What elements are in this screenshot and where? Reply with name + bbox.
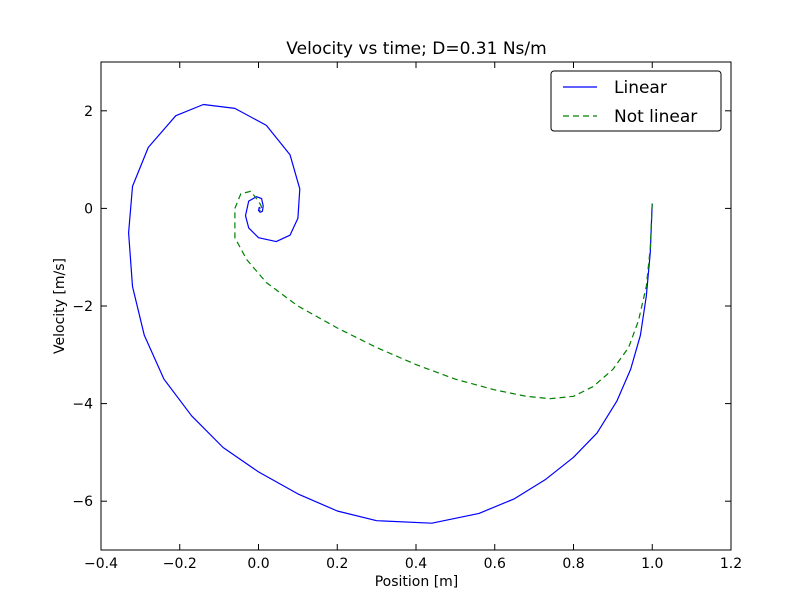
y-axis-label: Velocity [m/s]	[52, 258, 68, 354]
y-tick-label: −2	[72, 299, 93, 315]
series-line-not-linear	[234, 190, 653, 400]
legend-label-linear: Linear	[614, 78, 667, 98]
x-tick-label: 1.0	[641, 556, 663, 572]
y-tick-label: −4	[72, 397, 93, 413]
x-tick-label: 0.6	[484, 556, 506, 572]
y-tick-label: −6	[72, 494, 93, 510]
x-tick-label: −0.2	[163, 556, 197, 572]
y-tick-label: 0	[84, 201, 93, 217]
series-layer	[128, 103, 653, 524]
x-tick-label: 1.2	[720, 556, 742, 572]
y-tick-label: 2	[84, 104, 93, 120]
x-tick-label: 0.2	[326, 556, 348, 572]
x-axis-label: Position [m]	[375, 574, 459, 590]
series-line-linear	[128, 103, 653, 524]
x-tick-label: 0.4	[405, 556, 427, 572]
legend-label-not-linear: Not linear	[614, 107, 697, 127]
legend: Linear Not linear	[550, 70, 722, 132]
chart-title: Velocity vs time; D=0.31 Ns/m	[286, 39, 546, 59]
x-tick-label: −0.4	[84, 556, 118, 572]
ticks-layer: −0.4 −0.2 0.0 0.2 0.4 0.6 0.8 1.0 1.2 −6 −4 −2 0 2	[72, 62, 742, 572]
x-tick-label: 0.0	[247, 556, 269, 572]
plot-area: −0.4 −0.2 0.0 0.2 0.4 0.6 0.8 1.0 1.2 −6 −4 −2 0 2	[72, 61, 742, 572]
x-tick-label: 0.8	[562, 556, 584, 572]
